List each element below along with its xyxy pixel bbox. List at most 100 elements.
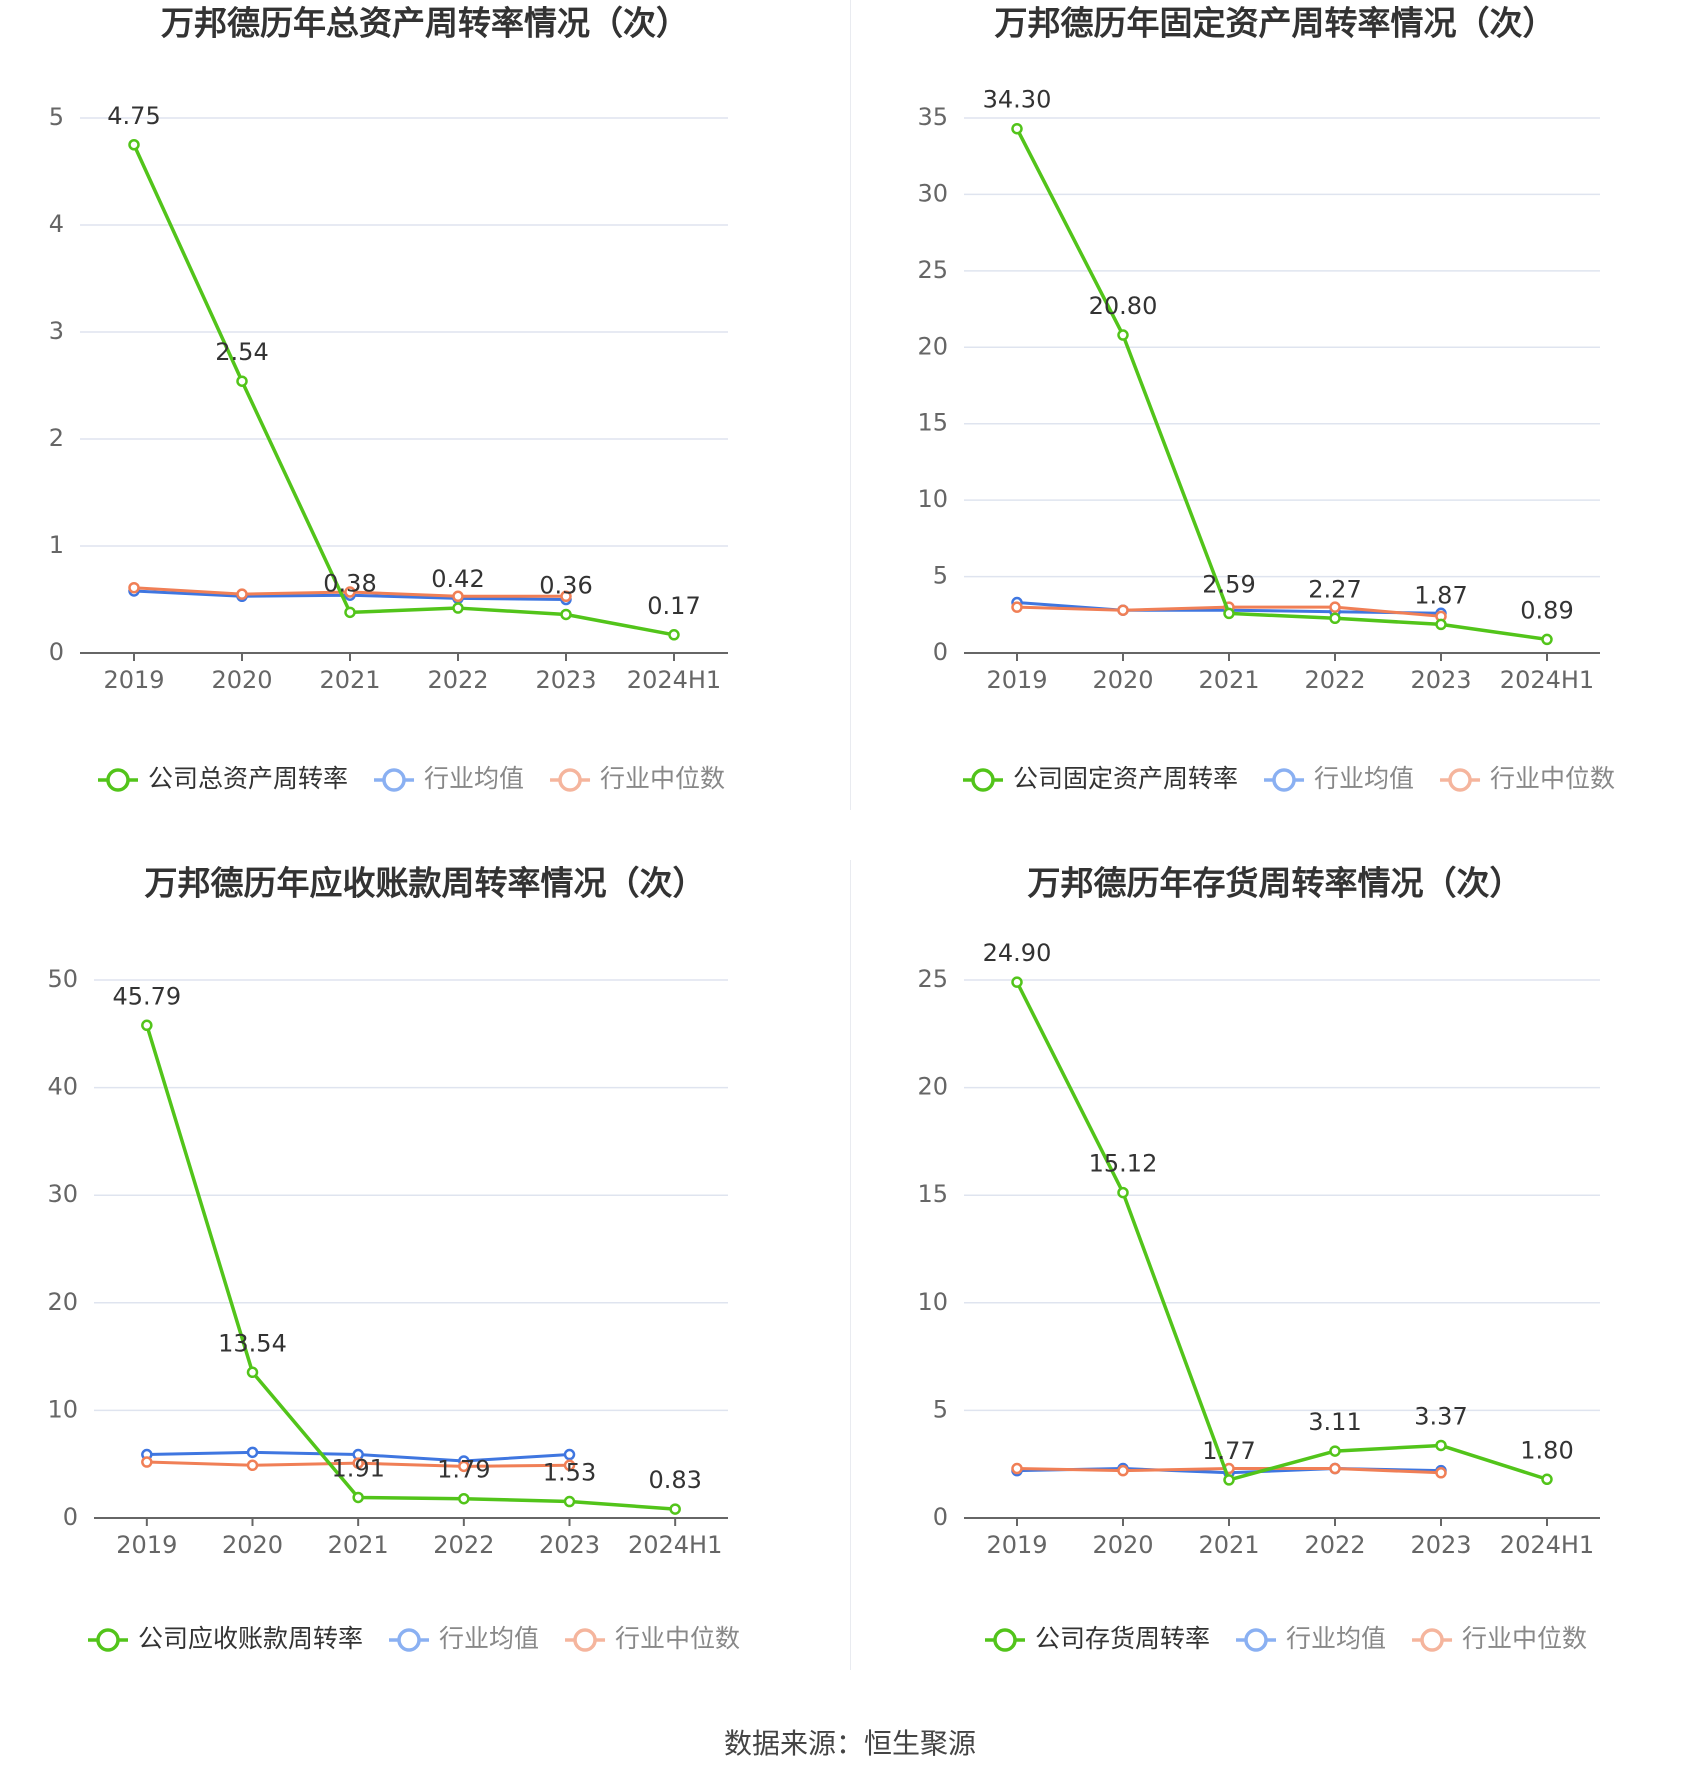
data-point-median[interactable]	[560, 590, 572, 603]
legend-item-avg[interactable]: 行业均值	[1236, 1624, 1386, 1653]
data-point-median[interactable]	[1117, 1464, 1129, 1477]
data-label: 0.38	[323, 569, 376, 597]
data-point-median[interactable]	[458, 1460, 470, 1473]
data-point-company[interactable]	[344, 606, 356, 619]
data-point-company[interactable]	[1223, 1474, 1235, 1486]
y-tick-label: 0	[933, 1503, 948, 1531]
data-point-company[interactable]	[669, 1503, 681, 1515]
chart-total-asset-turnover: 万邦德历年总资产周转率情况（次） 0 1 2 3 4 5 2019 2020 2021 2022 20…	[49, 4, 728, 793]
x-tick-label: 2022	[433, 1531, 494, 1559]
data-point-company[interactable]	[1435, 1439, 1447, 1452]
legend-label: 公司应收账款周转率	[138, 1624, 363, 1653]
legend-swatch-marker	[397, 1628, 421, 1652]
legend-label: 行业均值	[439, 1624, 539, 1653]
y-tick-label: 0	[63, 1503, 78, 1531]
x-tick-label: 2024H1	[627, 666, 721, 694]
data-point-median[interactable]	[452, 590, 464, 603]
data-point-median[interactable]	[1435, 1467, 1447, 1479]
data-point-median[interactable]	[1329, 1462, 1341, 1475]
data-point-avg[interactable]	[246, 1446, 259, 1459]
x-tick-label: 2023	[539, 1531, 600, 1559]
legend-swatch-marker	[96, 1628, 120, 1652]
y-tick-label: 5	[933, 562, 948, 590]
legend-item-avg[interactable]: 行业均值	[374, 764, 524, 793]
data-point-median[interactable]	[141, 1456, 153, 1468]
legend-item-median[interactable]: 行业中位数	[1440, 764, 1615, 793]
y-tick-label: 50	[47, 965, 78, 993]
data-point-company[interactable]	[1117, 329, 1129, 341]
data-point-company[interactable]	[1329, 1445, 1341, 1457]
x-tick-label: 2021	[328, 1531, 389, 1559]
data-point-median[interactable]	[1117, 604, 1129, 616]
legend-item-company[interactable]: 公司总资产周转率	[98, 764, 348, 793]
data-point-median[interactable]	[344, 586, 356, 598]
legend-item-median[interactable]: 行业中位数	[1412, 1624, 1587, 1653]
data-point-median[interactable]	[128, 581, 140, 594]
data-point-median[interactable]	[246, 1459, 259, 1472]
legend-label: 公司总资产周转率	[148, 764, 348, 793]
data-point-company[interactable]	[1011, 976, 1023, 988]
legend-label: 行业中位数	[1490, 764, 1615, 793]
series-line-company	[145, 1024, 676, 1511]
x-tick-label: 2019	[986, 1531, 1047, 1559]
data-point-company[interactable]	[668, 629, 680, 641]
data-point-company[interactable]	[1541, 1473, 1553, 1486]
data-point-company[interactable]	[1117, 1186, 1129, 1199]
legend-item-median[interactable]: 行业中位数	[565, 1624, 740, 1653]
data-label: 3.37	[1414, 1402, 1467, 1430]
data-label: 1.80	[1520, 1436, 1573, 1464]
data-point-company[interactable]	[141, 1019, 153, 1032]
data-point-company[interactable]	[1011, 122, 1023, 135]
vertical-divider-top	[850, 0, 851, 810]
legend-swatch-marker	[993, 1628, 1017, 1652]
data-point-avg[interactable]	[563, 1448, 576, 1461]
data-point-median[interactable]	[1011, 601, 1023, 613]
data-point-median[interactable]	[563, 1459, 576, 1472]
data-point-company[interactable]	[246, 1366, 259, 1379]
data-point-company[interactable]	[452, 602, 464, 614]
y-tick-label: 4	[49, 210, 64, 238]
y-tick-label: 25	[917, 256, 948, 284]
x-tick-label: 2024H1	[628, 1531, 722, 1559]
legend-item-company[interactable]: 公司应收账款周转率	[88, 1624, 363, 1653]
data-label: 0.36	[539, 571, 592, 599]
data-point-median[interactable]	[236, 588, 248, 600]
legend-item-avg[interactable]: 行业均值	[1264, 764, 1414, 793]
legend-item-company[interactable]: 公司存货周转率	[985, 1624, 1210, 1653]
data-label: 13.54	[218, 1329, 287, 1357]
data-label: 2.27	[1308, 575, 1361, 603]
chart-title: 万邦德历年总资产周转率情况（次）	[161, 4, 689, 43]
data-point-median[interactable]	[1329, 601, 1341, 613]
y-tick-label: 10	[47, 1395, 78, 1423]
legend-item-avg[interactable]: 行业均值	[389, 1624, 539, 1653]
data-point-company[interactable]	[1435, 618, 1447, 631]
data-point-company[interactable]	[236, 375, 248, 387]
data-point-company[interactable]	[352, 1491, 364, 1504]
data-point-company[interactable]	[1329, 612, 1341, 625]
data-point-median[interactable]	[352, 1457, 364, 1469]
y-tick-label: 20	[917, 1073, 948, 1101]
y-tick-label: 20	[47, 1288, 78, 1316]
data-label: 0.89	[1520, 596, 1573, 624]
legend-item-median[interactable]: 行业中位数	[550, 764, 725, 793]
data-label: 1.53	[543, 1459, 596, 1487]
data-point-company[interactable]	[563, 1495, 576, 1508]
series-line-company	[1015, 981, 1548, 1482]
data-point-median[interactable]	[1011, 1462, 1023, 1475]
x-tick-label: 2022	[1304, 666, 1365, 694]
data-point-company[interactable]	[458, 1492, 470, 1505]
legend-item-company[interactable]: 公司固定资产周转率	[963, 764, 1238, 793]
data-label: 15.12	[1089, 1150, 1158, 1178]
data-point-company[interactable]	[128, 139, 140, 151]
x-tick-label: 2020	[222, 1531, 283, 1559]
series-line-company	[132, 144, 675, 637]
data-point-company[interactable]	[1223, 607, 1235, 620]
x-tick-label: 2022	[427, 666, 488, 694]
x-tick-label: 2022	[1304, 1531, 1365, 1559]
data-point-company[interactable]	[560, 608, 572, 621]
data-label: 0.83	[648, 1466, 701, 1494]
legend-swatch-marker	[573, 1628, 597, 1652]
x-tick-label: 2021	[1198, 1531, 1259, 1559]
data-point-company[interactable]	[1541, 633, 1553, 646]
